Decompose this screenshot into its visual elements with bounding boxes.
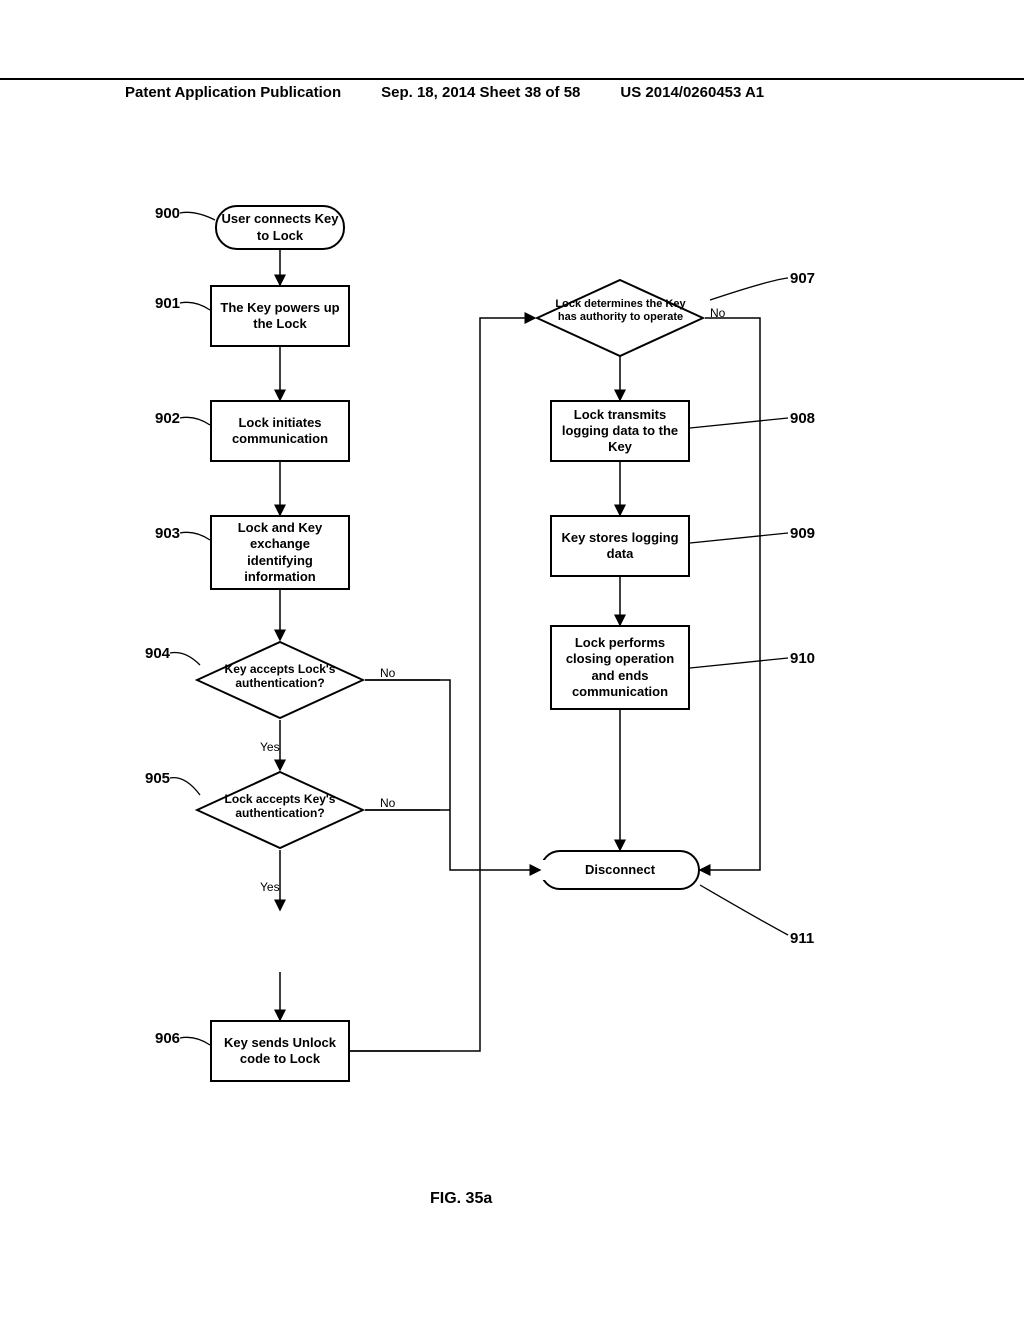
edge-907-no: No xyxy=(710,306,725,320)
node-907-text: Lock determines the Key has authority to… xyxy=(548,298,693,324)
header-left: Patent Application Publication xyxy=(125,84,341,101)
node-904-text: Key accepts Lock's authentication? xyxy=(215,662,345,691)
node-908-text: Lock transmits logging data to the Key xyxy=(556,407,684,456)
ref-904: 904 xyxy=(145,645,170,662)
ref-907: 907 xyxy=(790,270,815,287)
node-909-text: Key stores logging data xyxy=(556,530,684,563)
edge-905-yes: Yes xyxy=(260,880,280,894)
ref-905: 905 xyxy=(145,770,170,787)
node-900: User connects Key to Lock xyxy=(215,205,345,250)
leader-lines xyxy=(0,150,1024,1250)
ref-906: 906 xyxy=(155,1030,180,1047)
edge-904-yes: Yes xyxy=(260,740,280,754)
arrows-layer xyxy=(0,150,1024,1250)
node-908: Lock transmits logging data to the Key xyxy=(550,400,690,462)
node-911: Disconnect xyxy=(540,850,700,890)
node-902-text: Lock initiates communication xyxy=(216,415,344,448)
node-900-text: User connects Key to Lock xyxy=(221,211,339,244)
ref-900: 900 xyxy=(155,205,180,222)
edge-905-no: No xyxy=(380,796,395,810)
flowchart-canvas: User connects Key to Lock The Key powers… xyxy=(0,150,1024,1250)
ref-903: 903 xyxy=(155,525,180,542)
node-905-text: Lock accepts Key's authentication? xyxy=(215,792,345,821)
ref-902: 902 xyxy=(155,410,180,427)
page-header: Patent Application Publication Sep. 18, … xyxy=(0,78,1024,101)
node-910: Lock performs closing operation and ends… xyxy=(550,625,690,710)
ref-910: 910 xyxy=(790,650,815,667)
ref-908: 908 xyxy=(790,410,815,427)
node-906: Key sends Unlock code to Lock xyxy=(210,1020,350,1082)
header-center: Sep. 18, 2014 Sheet 38 of 58 xyxy=(381,84,580,101)
node-911-text: Disconnect xyxy=(585,862,655,878)
node-910-text: Lock performs closing operation and ends… xyxy=(556,635,684,700)
header-right: US 2014/0260453 A1 xyxy=(620,84,764,101)
edge-904-no: No xyxy=(380,666,395,680)
node-903: Lock and Key exchange identifying inform… xyxy=(210,515,350,590)
ref-909: 909 xyxy=(790,525,815,542)
ref-901: 901 xyxy=(155,295,180,312)
node-901-text: The Key powers up the Lock xyxy=(216,300,344,333)
ref-911: 911 xyxy=(790,930,814,947)
node-902: Lock initiates communication xyxy=(210,400,350,462)
node-906-text: Key sends Unlock code to Lock xyxy=(216,1035,344,1068)
node-901: The Key powers up the Lock xyxy=(210,285,350,347)
node-903-text: Lock and Key exchange identifying inform… xyxy=(216,520,344,585)
arrows-layer-2 xyxy=(0,150,1024,1250)
figure-label: FIG. 35a xyxy=(430,1190,492,1208)
node-909: Key stores logging data xyxy=(550,515,690,577)
